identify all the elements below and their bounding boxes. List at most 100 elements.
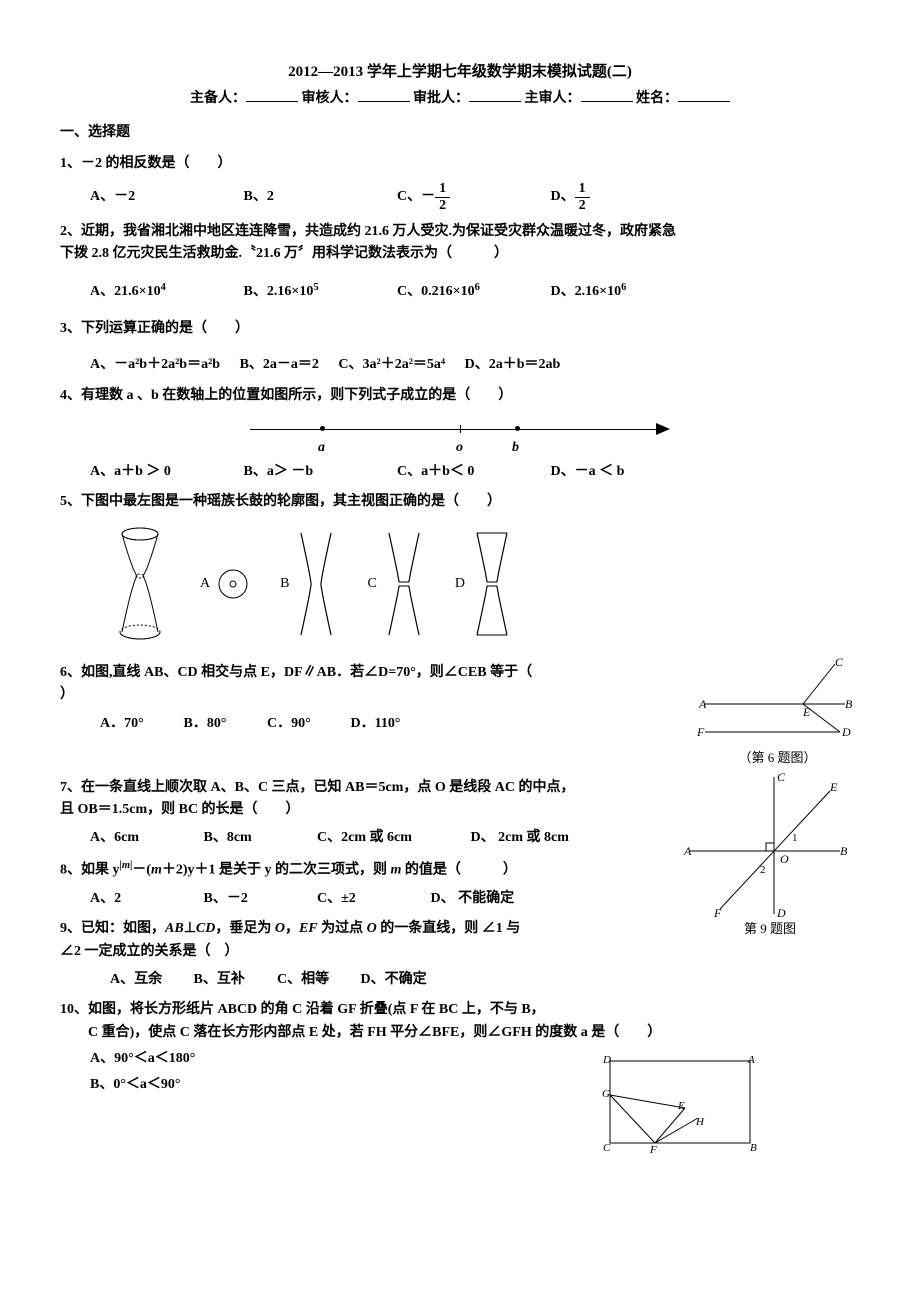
- q4-opt-d: D、－a ＜ b: [551, 461, 625, 483]
- q6-opt-b: B．80°: [184, 713, 264, 735]
- q2-opt-c: C、0.216×106: [397, 280, 547, 304]
- q8-text: 8、如果 y|m|－(m＋2)y＋1 是关于 y 的二次三项式，则 m 的值是（…: [60, 858, 680, 882]
- q3-opt-c: C、3a²＋2a²＝5a⁴: [338, 354, 445, 376]
- svg-text:H: H: [695, 1116, 705, 1128]
- q5-figures: A B C D: [110, 524, 860, 644]
- q9-opt-b: B、互补: [194, 969, 274, 991]
- q9-opt-a: A、互余: [110, 969, 190, 991]
- shape-d-icon: [471, 529, 513, 639]
- q1-text: 1、－2 的相反数是（ ）: [60, 153, 860, 175]
- svg-text:C: C: [603, 1142, 611, 1153]
- svg-text:G: G: [602, 1088, 610, 1100]
- q6-caption: （第 6 题图）: [695, 748, 860, 769]
- q3-options: A、－a²b＋2a²b＝a²b B、2a－a＝2 C、3a²＋2a²＝5a⁴ D…: [60, 354, 860, 376]
- q1-options: A、－2 B、2 C、－12 D、12: [60, 181, 860, 213]
- svg-text:2: 2: [760, 864, 766, 876]
- q7-opt-d: D、 2cm 或 8cm: [471, 827, 569, 849]
- q9-line1: 9、已知：如图，AB⊥CD，垂足为 O，EF 为过点 O 的一条直线，则 ∠1 …: [60, 918, 680, 940]
- q6-figure: A B C D E F （第 6 题图）: [695, 654, 860, 769]
- svg-text:D: D: [841, 725, 851, 739]
- q6-options: A．70° B．80° C．90° D．110°: [60, 713, 695, 735]
- q9-figure: A B C D E F O 1 2 第 9 题图: [680, 769, 860, 992]
- q9-caption: 第 9 题图: [680, 919, 860, 940]
- svg-text:D: D: [602, 1054, 611, 1066]
- q1-opt-b: B、2: [244, 186, 394, 208]
- q3-opt-a: A、－a²b＋2a²b＝a²b: [90, 354, 220, 376]
- q6-opt-a: A．70°: [100, 713, 180, 735]
- review-label: 审核人：: [302, 91, 358, 106]
- svg-text:A: A: [698, 697, 707, 711]
- q10-line2: C 重合)，使点 C 落在长方形内部点 E 处，若 FH 平分∠BFE，则∠GF…: [60, 1022, 860, 1044]
- q2-opt-b: B、2.16×105: [244, 280, 394, 304]
- q8-opt-b: B、－2: [204, 888, 314, 910]
- prep-label: 主备人：: [190, 91, 246, 106]
- review-blank: [358, 88, 410, 102]
- svg-text:O: O: [780, 852, 789, 866]
- q5-opt-a: A: [200, 567, 250, 601]
- svg-text:C: C: [777, 770, 786, 784]
- exam-title: 2012—2013 学年上学期七年级数学期末模拟试题(二): [60, 60, 860, 84]
- q2-line1: 2、近期，我省湘北湘中地区连连降雪，共造成约 21.6 万人受灾.为保证受灾群众…: [60, 221, 860, 243]
- q5-opt-d: D: [455, 529, 513, 639]
- q5-text: 5、下图中最左图是一种瑶族长鼓的轮廓图，其主视图正确的是（ ）: [60, 491, 860, 513]
- q1-opt-a: A、－2: [90, 186, 240, 208]
- svg-text:C: C: [835, 655, 844, 669]
- svg-text:A: A: [683, 844, 692, 858]
- q2-options: A、21.6×104 B、2.16×105 C、0.216×106 D、2.16…: [60, 280, 860, 304]
- q4-opt-a: A、a＋b ＞ 0: [90, 461, 240, 483]
- q7-opt-a: A、6cm: [90, 827, 200, 849]
- svg-text:A: A: [747, 1054, 755, 1066]
- svg-text:B: B: [845, 697, 853, 711]
- svg-text:B: B: [840, 844, 848, 858]
- q6-text1: 6、如图,直线 AB、CD 相交与点 E，DF∥AB．若∠D=70°，则∠CEB…: [60, 662, 695, 684]
- svg-text:D: D: [776, 906, 786, 919]
- q5-opt-b: B: [280, 529, 337, 639]
- q9-line2: ∠2 一定成立的关系是（ ）: [60, 941, 680, 963]
- approve-blank: [469, 88, 521, 102]
- svg-text:E: E: [829, 780, 838, 794]
- q10-line1: 10、如图，将长方形纸片 ABCD 的角 C 沿着 GF 折叠(点 F 在 BC…: [60, 999, 860, 1021]
- svg-text:F: F: [713, 906, 722, 919]
- q9-opt-d: D、不确定: [361, 969, 427, 991]
- svg-text:B: B: [750, 1142, 757, 1153]
- q7-line1: 7、在一条直线上顺次取 A、B、C 三点，已知 AB＝5cm，点 O 是线段 A…: [60, 777, 680, 799]
- chief-blank: [581, 88, 633, 102]
- q7-opt-b: B、8cm: [204, 827, 314, 849]
- prep-blank: [246, 88, 298, 102]
- approve-label: 审批人：: [413, 91, 469, 106]
- circle-icon: [216, 567, 250, 601]
- q8-opt-a: A、2: [90, 888, 200, 910]
- q3-text: 3、下列运算正确的是（ ）: [60, 318, 860, 340]
- name-label: 姓名：: [636, 91, 678, 106]
- q5-drum-icon: [110, 524, 170, 644]
- q4-opt-b: B、a＞ －b: [244, 461, 394, 483]
- q5-opt-c: C: [367, 529, 424, 639]
- q6-text2: ）: [60, 684, 695, 706]
- q4-text: 4、有理数 a 、b 在数轴上的位置如图所示，则下列式子成立的是（ ）: [60, 385, 860, 407]
- q7-line2: 且 OB＝1.5cm，则 BC 的长是（ ）: [60, 799, 680, 821]
- q9-options: A、互余 B、互补 C、相等 D、不确定: [60, 969, 680, 991]
- q4-numberline: a o b: [250, 415, 670, 455]
- svg-text:F: F: [649, 1144, 657, 1153]
- q3-opt-d: D、2a＋b＝2ab: [465, 354, 561, 376]
- q2-opt-d: D、2.16×106: [551, 280, 627, 304]
- name-blank: [678, 88, 730, 102]
- q1-opt-c: C、－12: [397, 181, 547, 213]
- q2-opt-a: A、21.6×104: [90, 280, 240, 304]
- q2-line2: 下拨 2.8 亿元灾民生活救助金.〝21.6 万〞用科学记数法表示为（ ）: [60, 243, 860, 265]
- shape-b-icon: [295, 529, 337, 639]
- q8-opt-c: C、±2: [317, 888, 427, 910]
- chief-label: 主审人：: [525, 91, 581, 106]
- q8-options: A、2 B、－2 C、±2 D、 不能确定: [60, 888, 680, 910]
- q4-options: A、a＋b ＞ 0 B、a＞ －b C、a＋b＜ 0 D、－a ＜ b: [60, 461, 860, 483]
- q3-opt-b: B、2a－a＝2: [240, 354, 319, 376]
- svg-text:1: 1: [792, 832, 798, 844]
- svg-text:E: E: [677, 1100, 685, 1112]
- q10-figure: A B C D G F E H: [600, 1053, 760, 1153]
- q6-opt-d: D．110°: [351, 713, 401, 735]
- q7-opt-c: C、2cm 或 6cm: [317, 827, 467, 849]
- header-line: 主备人： 审核人： 审批人： 主审人： 姓名：: [60, 88, 860, 110]
- svg-text:E: E: [802, 705, 811, 719]
- q7-options: A、6cm B、8cm C、2cm 或 6cm D、 2cm 或 8cm: [60, 827, 680, 849]
- shape-c-icon: [383, 529, 425, 639]
